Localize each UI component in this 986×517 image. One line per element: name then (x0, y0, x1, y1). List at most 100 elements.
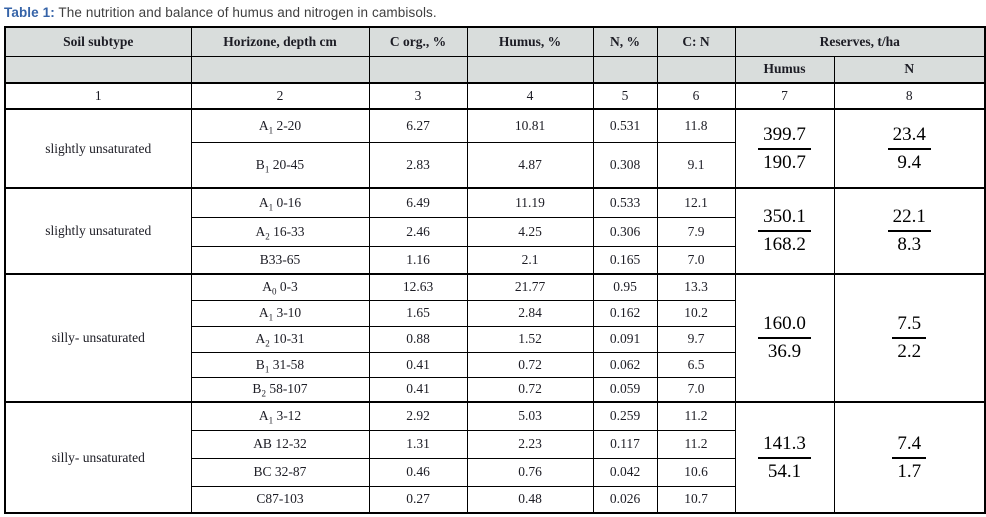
value-cell: 0.165 (592, 245, 658, 275)
horizon-cell: B1 20-45 (190, 141, 370, 189)
reserves-humus-cell: 160.0 36.9 (734, 273, 835, 403)
value-cell: 10.2 (656, 299, 736, 327)
horizon-subscript: 2 (265, 231, 270, 242)
table-caption: Table 1: The nutrition and balance of hu… (2, 3, 984, 26)
table-caption-label: Table 1: (4, 5, 55, 20)
value-cell: 9.1 (656, 141, 736, 189)
value-cell: 6.5 (656, 351, 736, 378)
value-cell: 0.72 (466, 351, 594, 378)
value-cell: 2.1 (466, 245, 594, 275)
fraction-denominator: 168.2 (763, 234, 806, 255)
value-cell: 0.259 (592, 401, 658, 431)
horizon-cell: A1 3-12 (190, 401, 370, 431)
value-cell: 0.41 (368, 351, 468, 378)
horizon-cell: A2 16-33 (190, 216, 370, 247)
horizon-subscript: 1 (268, 312, 274, 323)
soil-subtype-cell: slightly unsaturated (4, 108, 192, 189)
header-subrow: Humus N (4, 55, 986, 84)
fraction-numerator: 7.5 (892, 312, 927, 339)
horizon-depth: 31-58 (269, 356, 305, 372)
fraction-numerator: 7.4 (892, 432, 927, 459)
col-number-cell: 6 (656, 82, 736, 110)
value-cell: 4.87 (466, 141, 594, 189)
reserves-n-cell: 7.4 1.7 (833, 401, 986, 514)
column-number-row: 1 2 3 4 5 6 7 8 (4, 82, 986, 110)
value-cell: 10.7 (656, 485, 736, 514)
value-cell: 10.6 (656, 457, 736, 487)
header-horizon-depth: Horizone, depth cm (190, 26, 370, 57)
fraction-numerator: 23.4 (887, 123, 931, 150)
value-cell: 0.48 (466, 485, 594, 514)
value-cell: 2.92 (368, 401, 468, 431)
table-row: B33-65 1.16 2.1 0.165 7.0 (5, 245, 985, 275)
col-number-cell: 2 (190, 82, 370, 110)
header-reserves: Reserves, t/ha (734, 26, 986, 57)
horizon-prefix: AB 12-32 (253, 436, 307, 451)
table-caption-text: The nutrition and balance of humus and n… (54, 5, 437, 20)
horizon-cell: A1 3-10 (190, 299, 370, 327)
col-number-cell: 1 (4, 82, 192, 110)
table-row: silly- unsaturated A1 3-12 2.92 5.03 0.2… (4, 401, 986, 514)
horizon-cell: A0 0-3 (190, 273, 370, 301)
horizon-prefix: B33-65 (259, 251, 301, 267)
header-c-org: C org., % (368, 26, 468, 57)
value-cell: 10.81 (466, 108, 594, 143)
value-cell: 0.533 (592, 187, 658, 218)
horizon-prefix: A (258, 305, 269, 320)
reserves-n-cell: 7.5 2.2 (833, 273, 986, 403)
header-row: Soil subtype Horizone, depth cm C org., … (4, 26, 986, 57)
value-cell: 0.76 (466, 457, 594, 487)
horizon-depth: 3-12 (273, 408, 302, 424)
header-empty-cell (466, 55, 594, 84)
header-reserves-n: N (833, 55, 986, 84)
header-humus-pct: Humus, % (466, 26, 594, 57)
value-cell: 11.2 (656, 429, 736, 459)
value-cell: 2.84 (466, 299, 594, 327)
reserves-n-cell: 23.4 9.4 (833, 108, 986, 189)
value-cell: 6.49 (368, 187, 468, 218)
table-row: B1 31-58 0.41 0.72 0.062 6.5 (5, 351, 985, 378)
value-cell: 4.25 (466, 216, 594, 247)
value-cell: 0.308 (592, 141, 658, 189)
header-empty-cell (190, 55, 370, 84)
value-cell: 2.46 (368, 216, 468, 247)
value-cell: 0.41 (368, 376, 468, 403)
value-cell: 1.52 (466, 325, 594, 353)
horizon-prefix: BC 32-87 (253, 464, 307, 479)
horizon-prefix: A (255, 331, 266, 346)
table-row: AB 12-32 1.31 2.23 0.117 11.2 (5, 429, 985, 459)
horizon-depth: 16-33 (269, 223, 305, 239)
horizon-prefix: B (255, 356, 265, 372)
horizon-depth: 58-107 (265, 381, 308, 397)
horizon-subscript: 1 (268, 125, 274, 136)
n-reserve-fraction: 22.1 8.3 (887, 205, 931, 257)
header-empty-cell (368, 55, 468, 84)
value-cell: 11.2 (656, 401, 736, 431)
fraction-numerator: 160.0 (758, 312, 811, 339)
horizon-subscript: 1 (264, 364, 270, 375)
value-cell: 0.95 (592, 273, 658, 301)
fraction-denominator: 1.7 (897, 460, 922, 482)
horizon-subscript: 0 (271, 286, 277, 297)
value-cell: 13.3 (656, 273, 736, 301)
horizon-prefix: A (262, 279, 272, 295)
value-cell: 0.062 (592, 351, 658, 378)
value-cell: 0.059 (592, 376, 658, 403)
fraction-denominator: 36.9 (767, 341, 802, 362)
horizon-prefix: C87-103 (256, 491, 304, 507)
horizon-cell: A1 2-20 (190, 108, 370, 143)
table-row: slightly unsaturated A1 0-16 6.49 11.19 … (4, 187, 986, 275)
fraction-denominator: 54.1 (767, 460, 802, 482)
reserves-humus-cell: 141.3 54.1 (734, 401, 835, 514)
table-row: silly- unsaturated A0 0-3 12.63 21.77 0.… (4, 273, 986, 403)
horizon-depth: 2-20 (273, 117, 302, 133)
humus-reserve-fraction: 160.0 36.9 (758, 312, 811, 364)
header-cn-ratio: C: N (656, 26, 736, 57)
value-cell: 7.0 (656, 245, 736, 275)
value-cell: 7.9 (656, 216, 736, 247)
header-soil-subtype: Soil subtype (4, 26, 192, 57)
value-cell: 2.83 (368, 141, 468, 189)
table-row: A1 3-10 1.65 2.84 0.162 10.2 (5, 299, 985, 327)
nutrition-table: Soil subtype Horizone, depth cm C org., … (4, 26, 986, 514)
